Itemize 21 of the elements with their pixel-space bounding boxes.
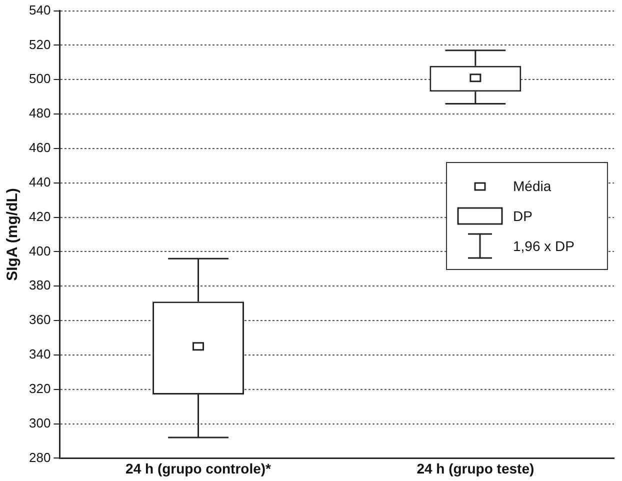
y-tick-label: 420: [28, 208, 51, 224]
y-tick-label: 320: [28, 380, 51, 396]
y-tick-label: 520: [28, 36, 51, 52]
y-tick-label: 300: [28, 415, 51, 430]
y-tick-label: 340: [28, 346, 51, 362]
y-tick-label: 360: [28, 312, 51, 328]
y-tick-label: 460: [28, 140, 51, 156]
key-panel: Média DP 1,96 x DP: [446, 162, 608, 270]
y-tick-label: 280: [28, 450, 51, 465]
y-tick-label: 500: [28, 71, 51, 86]
x-tick-label: 24 h (grupo controle)*: [126, 460, 272, 476]
annotation: Média: [513, 178, 552, 194]
y-tick-label: 400: [28, 243, 51, 258]
y-axis-title: SIgA (mg/dL): [4, 188, 22, 281]
y-tick-label: 440: [28, 174, 51, 190]
y-tick-label: 480: [28, 106, 51, 121]
x-tick-label: 24 h (grupo teste): [416, 460, 534, 476]
annotation: DP: [513, 208, 532, 224]
y-tick-label: 380: [28, 278, 51, 293]
annotation: 1,96 x DP: [513, 238, 574, 254]
y-tick-label: 540: [28, 2, 51, 18]
